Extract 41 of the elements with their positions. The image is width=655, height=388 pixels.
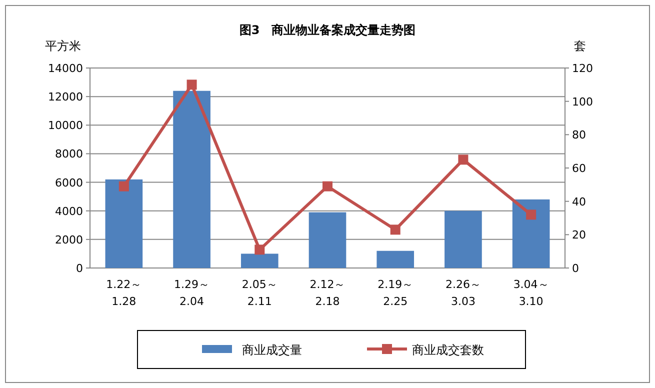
y-tick-label: 12000 <box>48 90 83 104</box>
y2-tick-label: 100 <box>572 95 593 108</box>
legend-label: 商业成交量 <box>242 343 302 357</box>
x-tick-label: 1.29～ 2.04 <box>174 278 210 308</box>
point <box>118 181 129 192</box>
y-tick-label: 4000 <box>55 204 83 218</box>
y2-tick-label: 80 <box>572 128 586 142</box>
point <box>186 80 197 90</box>
point <box>390 224 400 235</box>
point <box>254 244 265 255</box>
y-tick-label: 0 <box>76 262 83 275</box>
y-tick-label: 14000 <box>48 62 83 75</box>
bar <box>308 212 346 268</box>
x-tick-label: 3.04～ 3.10 <box>513 278 549 308</box>
y-tick-label: 10000 <box>48 119 83 132</box>
point <box>458 154 468 165</box>
legend-label: 商业成交套数 <box>412 343 484 357</box>
chart-title: 图3 商业物业备案成交量走势图 <box>239 23 416 37</box>
y2-tick-label: 120 <box>572 62 593 75</box>
x-tick-label: 1.22～ 1.28 <box>106 278 142 308</box>
y-tick-label: 2000 <box>55 233 83 246</box>
point <box>526 210 536 220</box>
y-axis-title: 平方米 <box>45 39 81 53</box>
bar <box>105 179 143 268</box>
y2-tick-label: 20 <box>572 228 586 242</box>
y-tick-label: 6000 <box>55 176 83 190</box>
bar <box>376 250 414 268</box>
bar <box>173 90 210 268</box>
bar <box>240 254 278 268</box>
bar <box>444 210 482 268</box>
x-tick-label: 2.26～ 3.03 <box>445 278 481 308</box>
y2-tick-label: 60 <box>572 162 586 175</box>
x-tick-label: 2.12～ 2.18 <box>310 278 346 308</box>
y2-axis-title: 套 <box>574 39 586 53</box>
x-tick-label: 2.05～ 2.11 <box>242 278 278 308</box>
point <box>322 181 332 192</box>
bar <box>512 199 550 268</box>
y-tick-label: 8000 <box>55 148 83 161</box>
x-tick-label: 2.19～ 2.25 <box>378 278 414 308</box>
y2-tick-label: 40 <box>572 195 586 208</box>
y2-tick-label: 0 <box>572 262 579 275</box>
